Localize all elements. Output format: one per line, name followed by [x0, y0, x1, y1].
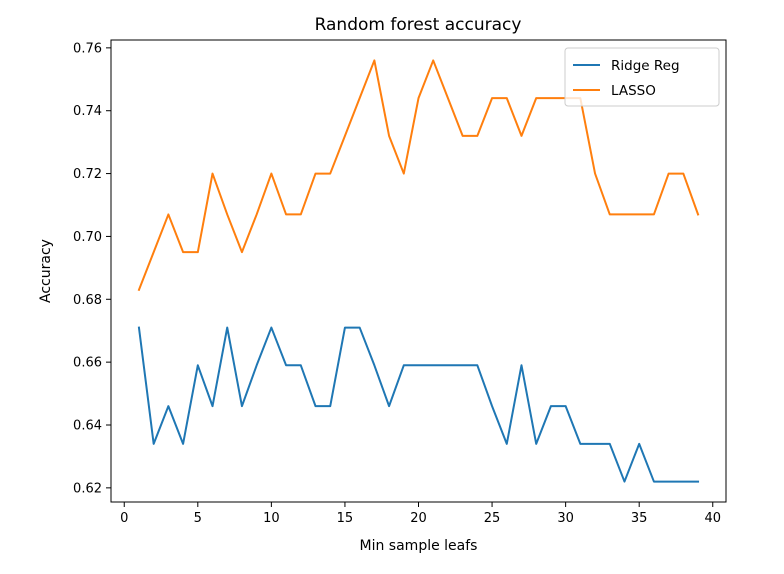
- x-tick-label: 35: [631, 511, 648, 526]
- x-tick-label: 15: [337, 511, 354, 526]
- legend: Ridge Reg LASSO: [564, 47, 720, 107]
- y-tick-label: 0.62: [73, 481, 102, 496]
- x-tick-label: 20: [410, 511, 427, 526]
- y-tick-label: 0.64: [73, 419, 102, 434]
- y-axis-ticks: 0.62 0.64 0.66 0.68 0.70 0.72 0.74 0.76: [73, 41, 111, 496]
- y-tick-label: 0.66: [73, 356, 102, 371]
- x-axis-title: Min sample leafs: [360, 538, 478, 554]
- chart-title: Random forest accuracy: [315, 15, 522, 35]
- x-tick-label: 0: [120, 511, 128, 526]
- x-tick-label: 25: [484, 511, 501, 526]
- y-tick-label: 0.76: [73, 41, 102, 56]
- y-tick-label: 0.68: [73, 293, 102, 308]
- series-line-0: [137, 326, 700, 483]
- legend-box: [564, 47, 720, 107]
- legend-label-1: LASSO: [611, 83, 656, 99]
- series-line-1: [137, 59, 700, 292]
- legend-label-0: Ridge Reg: [611, 58, 680, 74]
- x-tick-label: 40: [704, 511, 721, 526]
- y-tick-label: 0.74: [73, 104, 102, 119]
- series-layer: [137, 59, 700, 483]
- x-tick-label: 30: [557, 511, 574, 526]
- y-axis-title: Accuracy: [38, 239, 54, 303]
- x-axis-ticks: 0 5 10 15 20 25 30 35 40: [120, 502, 721, 526]
- x-tick-label: 10: [263, 511, 280, 526]
- y-tick-label: 0.72: [73, 167, 102, 182]
- y-tick-label: 0.70: [73, 230, 102, 245]
- x-tick-label: 5: [194, 511, 202, 526]
